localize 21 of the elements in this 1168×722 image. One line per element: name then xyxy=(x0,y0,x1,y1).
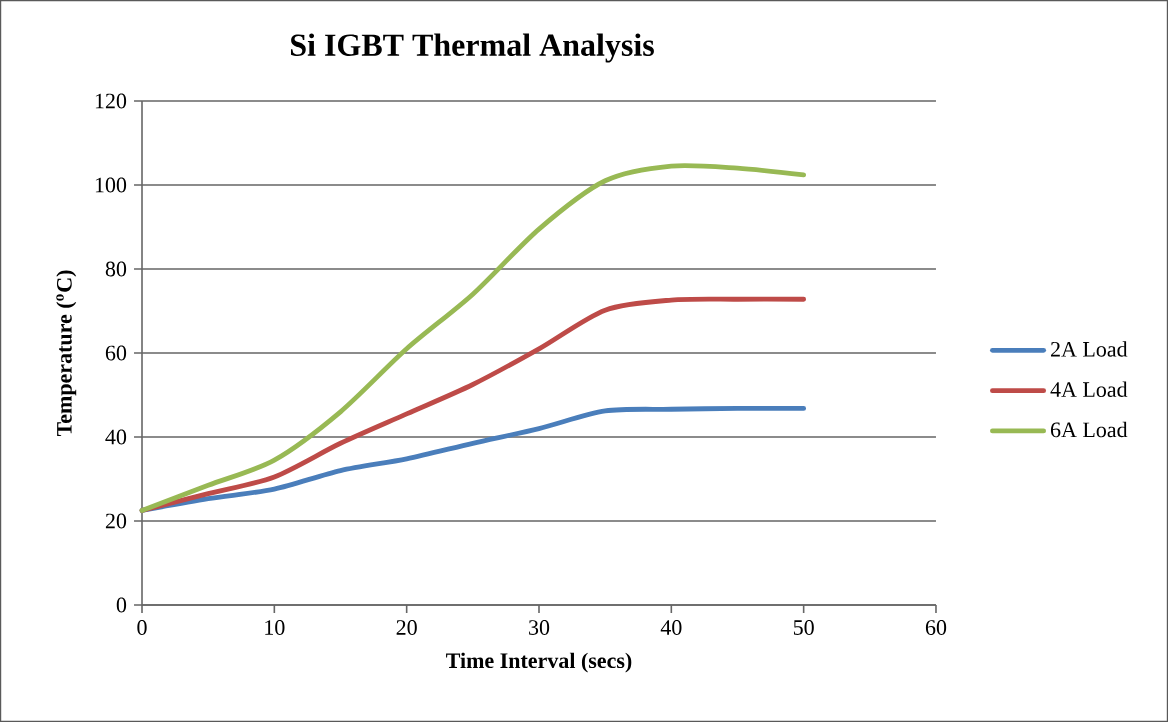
x-tick-label: 30 xyxy=(529,620,550,635)
chart-title: Si IGBT Thermal Analysis xyxy=(291,33,654,63)
legend-label: 2A Load xyxy=(1051,341,1128,357)
line-series xyxy=(139,163,807,513)
x-tick-label: 20 xyxy=(396,620,417,635)
y-tick-label: 40 xyxy=(105,429,127,445)
x-tick-label: 10 xyxy=(265,620,285,635)
x-tick-label: 50 xyxy=(793,620,814,635)
y-tick-label: 60 xyxy=(105,345,127,361)
x-tick-label: 40 xyxy=(660,620,682,635)
x-tick-label: 0 xyxy=(137,620,147,635)
legend-label: 4A Load xyxy=(1050,381,1128,397)
x-axis-title: Time Interval (secs) xyxy=(446,652,632,673)
y-tick-label: 80 xyxy=(105,261,127,277)
y-tick-label: 100 xyxy=(95,177,127,193)
x-tick-label: 60 xyxy=(925,620,947,635)
y-tick-label: 20 xyxy=(105,513,127,529)
y-tick-label: 0 xyxy=(116,597,127,613)
y-axis-title: Temperature ($^{o}$C) xyxy=(56,270,77,437)
legend-label: 6A Load xyxy=(1050,421,1128,438)
y-tick-label: 120 xyxy=(95,93,127,109)
